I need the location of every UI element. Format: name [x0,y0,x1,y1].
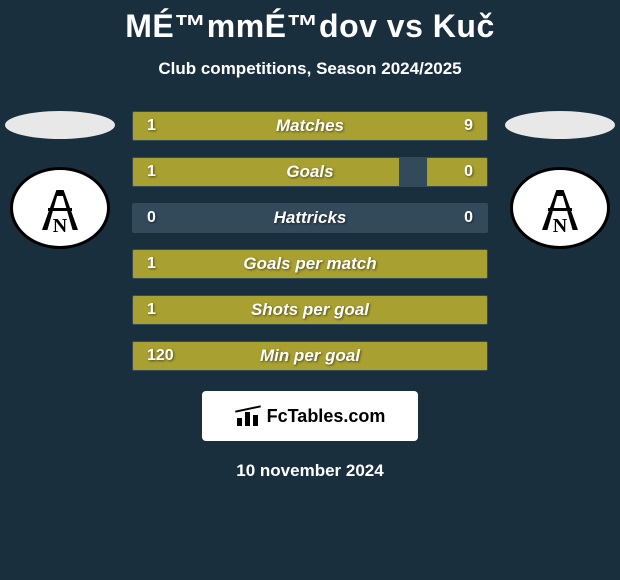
club-logo-right-inner: N [526,174,594,242]
stat-row: 1 9 Matches [132,111,488,141]
stat-row: 1 Goals per match [132,249,488,279]
stat-row: 0 0 Hattricks [132,203,488,233]
flag-left [5,111,115,139]
stat-bars: 1 9 Matches 1 0 Goals 0 0 Hattricks 1 Goals per ma… [132,111,488,371]
stat-value-left: 0 [147,209,156,227]
branding-text: FcTables.com [267,406,386,427]
stat-row: 120 Min per goal [132,341,488,371]
stat-value-left: 1 [147,117,156,135]
branding-badge: FcTables.com [202,391,418,441]
date-label: 10 november 2024 [0,461,620,481]
club-letter-right: N [553,215,567,238]
stat-label: Goals [286,162,333,182]
chart-icon [235,406,261,426]
player-left-column: N [5,111,115,249]
club-letter-left: N [53,215,67,238]
club-logo-right: N [510,167,610,249]
page-subtitle: Club competitions, Season 2024/2025 [0,59,620,79]
stat-value-right: 9 [464,117,473,135]
stat-label: Min per goal [260,346,360,366]
stat-value-left: 1 [147,255,156,273]
stat-value-left: 120 [147,347,174,365]
club-logo-left-inner: N [26,174,94,242]
stat-row: 1 Shots per goal [132,295,488,325]
comparison-infographic: MÉ™mmÉ™dov vs Kuč Club competitions, Sea… [0,0,620,580]
player-right-column: N [505,111,615,249]
club-logo-left: N [10,167,110,249]
stat-bar-right [427,158,487,186]
flag-right [505,111,615,139]
stat-bar-left [133,158,399,186]
content-area: N N 1 9 Matches 1 0 Goals 0 0 Hattricks 1 Goals pe… [0,111,620,481]
stat-label: Hattricks [274,208,347,228]
stat-label: Goals per match [243,254,376,274]
stat-value-right: 0 [464,163,473,181]
stat-label: Matches [276,116,344,136]
stat-value-left: 1 [147,163,156,181]
stat-value-right: 0 [464,209,473,227]
stat-value-left: 1 [147,301,156,319]
stat-label: Shots per goal [251,300,369,320]
stat-row: 1 0 Goals [132,157,488,187]
page-title: MÉ™mmÉ™dov vs Kuč [0,0,620,45]
